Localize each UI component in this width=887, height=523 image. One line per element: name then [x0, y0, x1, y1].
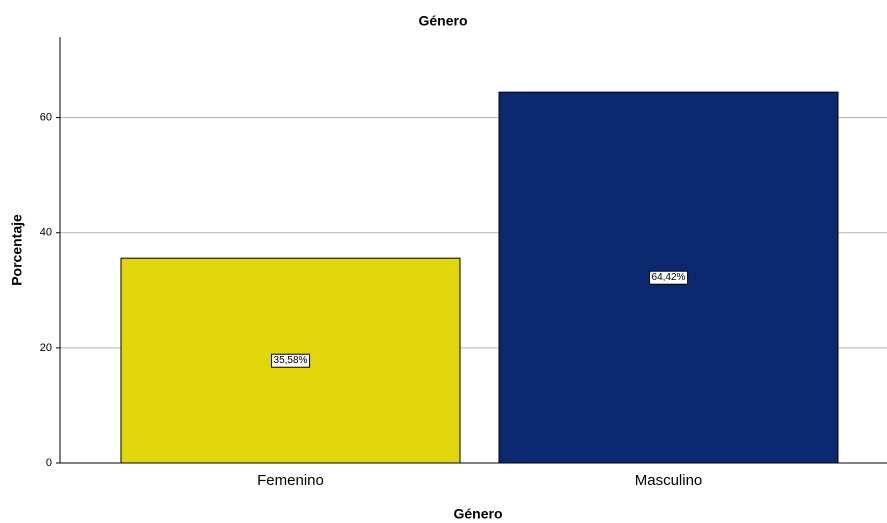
y-axis-title: Porcentaje: [9, 214, 25, 286]
y-tick-label: 0: [46, 457, 52, 469]
data-label-box: [649, 270, 689, 285]
data-label: 35,58%: [274, 355, 308, 366]
data-label: 64,42%: [652, 272, 686, 283]
chart-title: Género: [418, 13, 467, 29]
x-axis-title: Género: [453, 506, 502, 522]
x-tick-label: Masculino: [635, 472, 703, 489]
y-tick-label: 60: [40, 112, 52, 124]
y-tick-label: 40: [40, 227, 52, 239]
data-label-box: [271, 353, 311, 368]
x-tick-label: Femenino: [257, 472, 324, 489]
y-tick-label: 20: [40, 342, 52, 354]
